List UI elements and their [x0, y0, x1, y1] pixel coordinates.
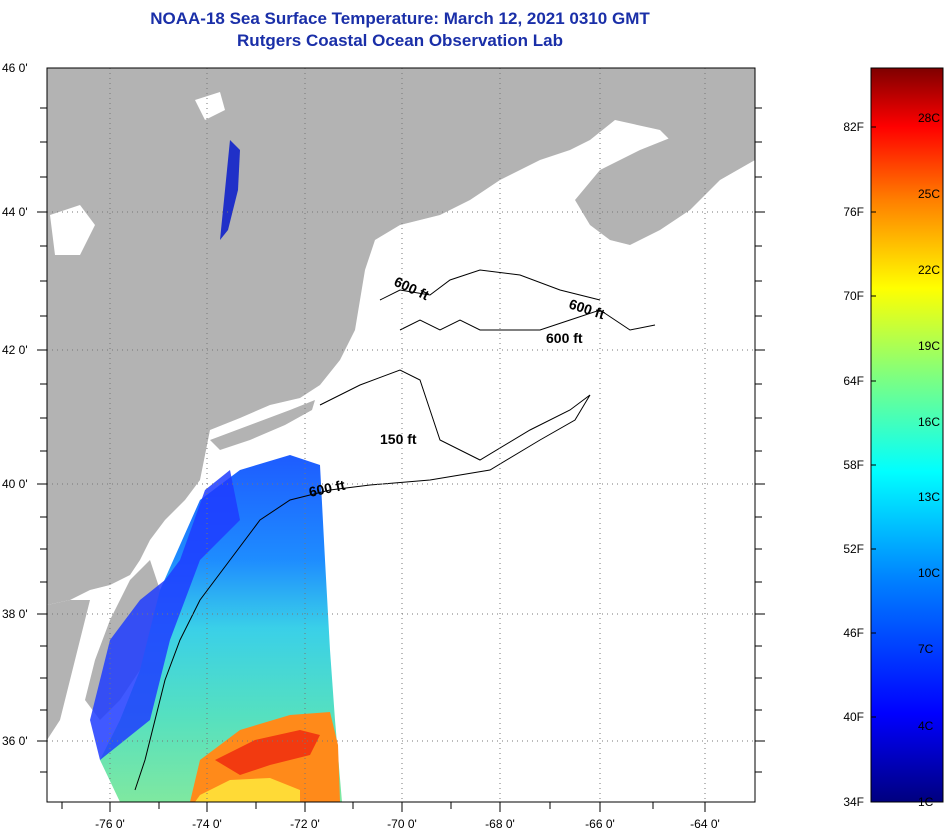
colorbar-c-label-28: 28C: [918, 111, 940, 125]
lake-ontario-shore: [50, 205, 95, 255]
colorbar-f-label-46: 46F: [843, 626, 864, 640]
lat-label-42: 42 0': [2, 343, 28, 357]
lat-label-46: 46 0': [2, 61, 28, 75]
lon-label-68: -68 0': [485, 817, 515, 831]
lon-label-74: -74 0': [192, 817, 222, 831]
colorbar-c-label-16: 16C: [918, 415, 940, 429]
colorbar-f-label-64: 64F: [843, 374, 864, 388]
land-virginia: [47, 600, 90, 740]
map-panel: 600 ft 600 ft 600 ft 150 ft 600 ft: [47, 68, 755, 802]
contour-label-600-c: 600 ft: [546, 330, 583, 346]
colorbar-f-label-34: 34F: [843, 795, 864, 809]
lon-label-72: -72 0': [290, 817, 320, 831]
axis-ticks: [37, 107, 765, 812]
sst-yellow-band: [195, 778, 300, 802]
map-frame: [46, 67, 756, 803]
lake-champlain: [195, 92, 225, 120]
lon-label-70: -70 0': [387, 817, 417, 831]
sst-coastal-cold: [90, 470, 240, 760]
graticule: [47, 68, 755, 802]
colorbar-f-label-58: 58F: [843, 458, 864, 472]
lat-label-40: 40 0': [2, 477, 28, 491]
map-subtitle: Rutgers Coastal Ocean Observation Lab: [237, 31, 563, 50]
colorbar-c-label-22: 22C: [918, 263, 940, 277]
colorbar-c-label-7: 7C: [918, 642, 934, 656]
colorbar-f-label-76: 76F: [843, 205, 864, 219]
lon-label-64: -64 0': [690, 817, 720, 831]
colorbar-f-label-40: 40F: [843, 710, 864, 724]
title-block: NOAA-18 Sea Surface Temperature: March 1…: [0, 8, 800, 52]
bathymetry-contours: [134, 269, 656, 791]
lat-label-36: 36 0': [2, 734, 28, 748]
colorbar-c-label-4: 4C: [918, 719, 934, 733]
lat-label-38: 38 0': [2, 607, 28, 621]
colorbar-c-label-19: 19C: [918, 339, 940, 353]
colorbar-f-label-52: 52F: [843, 542, 864, 556]
contour-label-600-d: 600 ft: [307, 477, 346, 500]
sst-swath: [100, 455, 342, 802]
colorbar-f-label-82: 82F: [843, 120, 864, 134]
land-nova-scotia: [575, 115, 755, 245]
lake-patch: [220, 140, 240, 240]
colorbar-c-label-13: 13C: [918, 490, 940, 504]
colorbar: 82F 76F 70F 64F 58F 52F 46F 40F 34F 28C …: [843, 67, 944, 809]
land-long-island: [210, 400, 315, 450]
map-title: NOAA-18 Sea Surface Temperature: March 1…: [150, 9, 650, 28]
sst-hot-core: [215, 730, 320, 775]
colorbar-f-label-70: 70F: [843, 289, 864, 303]
colorbar-ticks: [871, 126, 876, 718]
lon-label-66: -66 0': [585, 817, 615, 831]
colorbar-c-label-10: 10C: [918, 566, 940, 580]
lat-label-44: 44 0': [2, 205, 28, 219]
longitude-labels: -76 0' -74 0' -72 0' -70 0' -68 0' -66 0…: [95, 817, 720, 831]
contour-label-150: 150 ft: [380, 431, 417, 447]
colorbar-c-label-1: 1C: [918, 795, 934, 809]
colorbar-gradient: [870, 67, 944, 803]
colorbar-c-label-25: 25C: [918, 187, 940, 201]
lon-label-76: -76 0': [95, 817, 125, 831]
latitude-labels: 46 0' 44 0' 42 0' 40 0' 38 0' 36 0': [2, 61, 28, 748]
